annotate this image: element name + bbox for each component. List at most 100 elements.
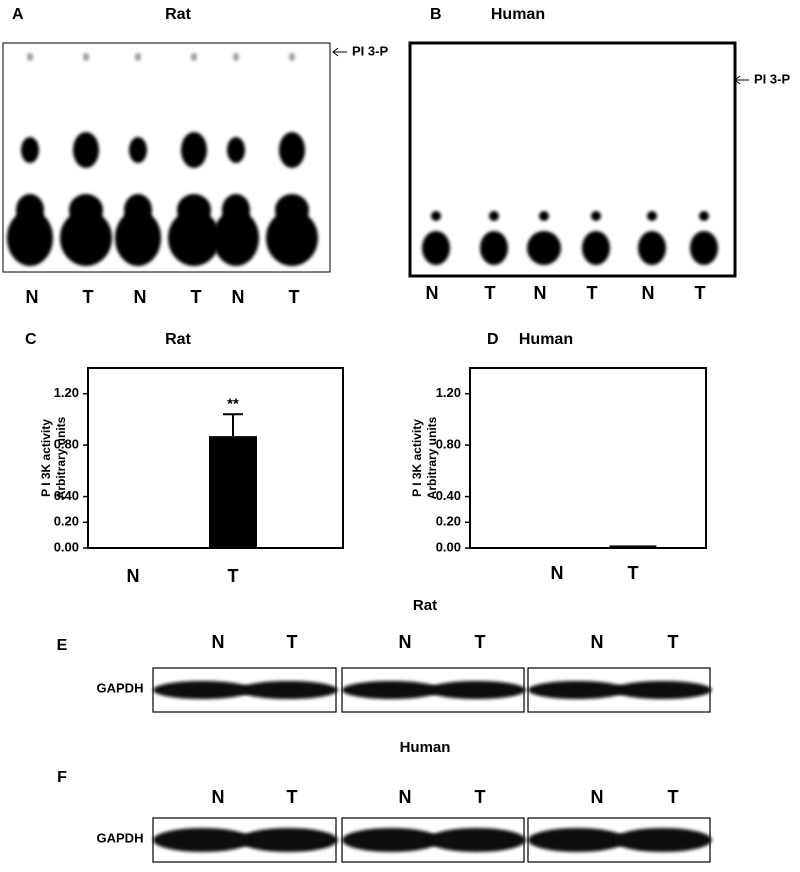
- spot: [213, 210, 259, 266]
- y-tick-label: 0.40: [436, 488, 461, 503]
- spot: [181, 132, 207, 168]
- lane-label: N: [534, 283, 547, 303]
- spot: [222, 194, 250, 226]
- spot: [73, 132, 99, 168]
- panel-label: D: [487, 331, 499, 348]
- plot-frame: [469, 367, 707, 549]
- lane-label: T: [83, 287, 94, 307]
- lane-label: T: [287, 632, 298, 652]
- y-tick-label: 1.20: [436, 385, 461, 400]
- spot: [647, 211, 657, 221]
- spot: [168, 210, 220, 266]
- spot: [279, 132, 305, 168]
- lane-label: T: [289, 287, 300, 307]
- spot: [21, 137, 39, 163]
- lane-label: T: [475, 787, 486, 807]
- spot: [275, 194, 309, 226]
- significance: **: [227, 395, 239, 412]
- blot-title: Rat: [413, 597, 437, 614]
- lane-label: T: [191, 287, 202, 307]
- band: [613, 681, 712, 699]
- spot: [289, 53, 295, 61]
- y-tick-label: 0.20: [436, 514, 461, 529]
- spot: [582, 231, 610, 265]
- spot: [27, 53, 33, 61]
- lane-label: N: [426, 283, 439, 303]
- lane-label: T: [475, 632, 486, 652]
- chart-title: Human: [519, 331, 573, 348]
- spot: [16, 194, 44, 226]
- lane-label: T: [668, 787, 679, 807]
- spot: [124, 194, 152, 226]
- y-axis-label: Arbitrary units: [425, 416, 439, 499]
- lane-label: N: [399, 632, 412, 652]
- spot: [69, 194, 103, 226]
- lane-label: N: [591, 632, 604, 652]
- y-tick-label: 0.80: [436, 437, 461, 452]
- lane-label: N: [212, 787, 225, 807]
- lane-label: N: [591, 787, 604, 807]
- spot: [135, 53, 141, 61]
- lane-label: N: [26, 287, 39, 307]
- y-tick-label: 0.20: [54, 514, 79, 529]
- lane-label: T: [587, 283, 598, 303]
- lane-label: T: [485, 283, 496, 303]
- spot: [177, 194, 211, 226]
- band: [427, 828, 526, 852]
- band: [239, 828, 338, 852]
- spot: [690, 231, 718, 265]
- band: [427, 681, 526, 699]
- panel-label: B: [430, 6, 442, 23]
- spot: [591, 211, 601, 221]
- y-tick-label: 0.00: [54, 539, 79, 554]
- marker-label: PI 3-P: [352, 43, 388, 58]
- lane-label: T: [287, 787, 298, 807]
- band: [342, 681, 441, 699]
- band: [153, 828, 252, 852]
- lane-label: N: [399, 787, 412, 807]
- spot: [422, 231, 450, 265]
- spot: [699, 211, 709, 221]
- spot: [527, 231, 561, 265]
- spot: [638, 231, 666, 265]
- protein-label: GAPDH: [97, 680, 144, 695]
- bar: [209, 436, 257, 548]
- y-tick-label: 0.80: [54, 437, 79, 452]
- y-axis-label: Arbitrary units: [54, 416, 68, 499]
- spot: [489, 211, 499, 221]
- chart-title: Rat: [165, 331, 191, 348]
- blot-title: Human: [400, 739, 451, 756]
- bar: [609, 545, 657, 548]
- spot: [227, 137, 245, 163]
- x-tick-label: T: [228, 566, 239, 586]
- spot: [539, 211, 549, 221]
- spot: [233, 53, 239, 61]
- lane-label: T: [695, 283, 706, 303]
- x-tick-label: N: [127, 566, 140, 586]
- spot: [60, 210, 112, 266]
- spot: [129, 137, 147, 163]
- spot: [431, 211, 441, 221]
- y-tick-label: 0.00: [436, 539, 461, 554]
- protein-label: GAPDH: [97, 830, 144, 845]
- lane-label: N: [642, 283, 655, 303]
- arrow-head: [332, 47, 339, 57]
- band: [153, 681, 252, 699]
- lane-label: N: [232, 287, 245, 307]
- band: [342, 828, 441, 852]
- band: [528, 681, 627, 699]
- y-axis-label: P I 3K activity: [39, 419, 53, 497]
- panel-label: A: [12, 6, 24, 23]
- panel-title: Human: [491, 6, 545, 23]
- arrow-head: [734, 75, 741, 85]
- band: [613, 828, 712, 852]
- x-tick-label: T: [628, 563, 639, 583]
- lane-label: N: [134, 287, 147, 307]
- spot: [266, 210, 318, 266]
- spot: [115, 210, 161, 266]
- y-tick-label: 1.20: [54, 385, 79, 400]
- marker-label: PI 3-P: [754, 71, 790, 86]
- panel-title: Rat: [165, 6, 191, 23]
- lane-label: N: [212, 632, 225, 652]
